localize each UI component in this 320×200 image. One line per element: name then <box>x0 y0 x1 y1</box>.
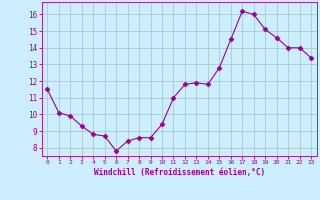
X-axis label: Windchill (Refroidissement éolien,°C): Windchill (Refroidissement éolien,°C) <box>94 168 265 177</box>
